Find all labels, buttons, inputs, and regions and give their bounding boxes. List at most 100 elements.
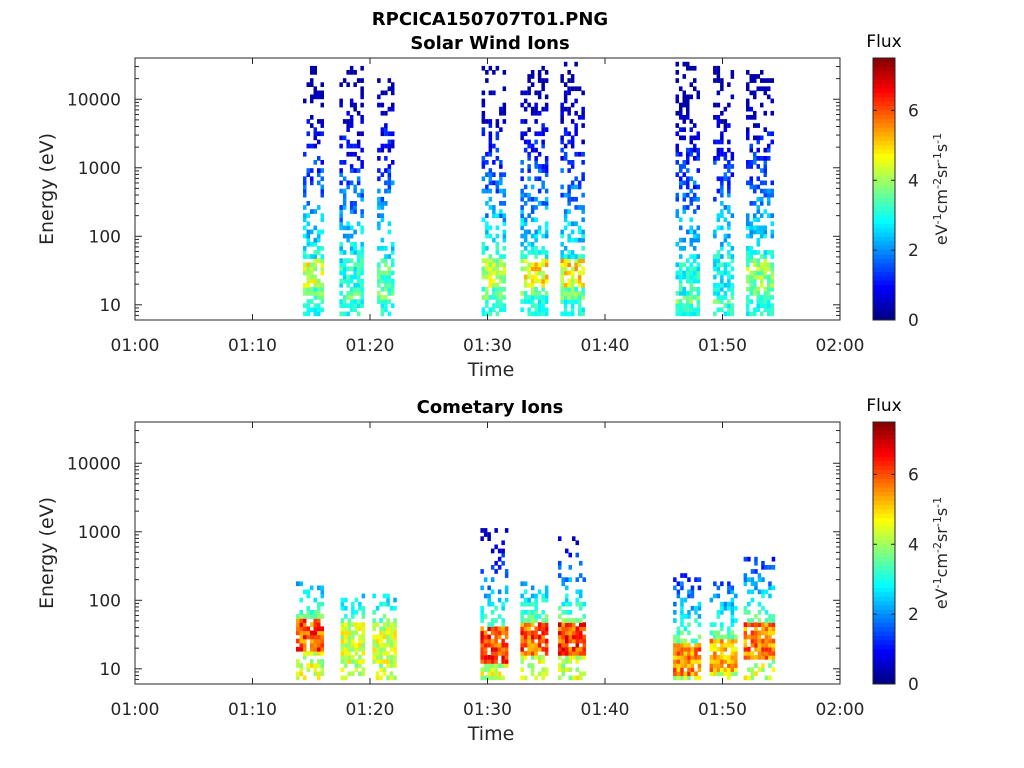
heatmap-cell [690,646,695,652]
heatmap-cell [753,278,757,284]
heatmap-cell [342,135,347,141]
heatmap-cell [697,577,702,582]
heatmap-cell [481,246,486,251]
heatmap-cell [746,299,750,304]
heatmap-cell [581,229,585,235]
colorbar-segment [873,258,895,264]
heatmap-cell [757,642,762,648]
heatmap-cell [749,176,753,182]
heatmap-cell [675,299,679,304]
heatmap-cell [686,274,690,280]
heatmap-cell [693,295,697,300]
heatmap-cell [520,675,524,681]
heatmap-cell [683,646,688,652]
heatmap-cell [565,577,569,582]
heatmap-cell [356,254,361,259]
heatmap-cell [567,254,571,259]
heatmap-cell [544,233,549,239]
heatmap-cell [760,303,764,308]
heatmap-cell [716,115,721,120]
heatmap-cell [727,671,731,677]
heatmap-cell [771,622,776,627]
heatmap-cell [382,642,387,648]
heatmap-cell [360,250,364,255]
heatmap-cell [384,188,388,194]
heatmap-cell [749,78,753,83]
heatmap-cell [483,646,488,652]
heatmap-cell [504,589,509,595]
heatmap-cell [565,634,569,640]
heatmap-cell [483,659,488,664]
heatmap-cell [579,605,583,611]
heatmap-cell [746,127,750,132]
heatmap-cell [502,246,507,251]
heatmap-cell [380,205,385,210]
heatmap-cell [339,241,343,247]
heatmap-cell [687,667,691,672]
heatmap-cell [541,667,545,672]
heatmap-cell [575,634,579,640]
heatmap-cell [689,139,693,145]
heatmap-cell [689,229,693,235]
heatmap-cell [690,655,695,660]
x-tick-label: 02:00 [816,700,865,720]
heatmap-cell [537,225,542,231]
x-tick-label: 01:20 [346,700,395,720]
heatmap-cell [523,655,528,660]
heatmap-cell [687,622,691,627]
heatmap-cell [756,250,760,255]
heatmap-cell [696,270,700,276]
heatmap-cell [682,286,686,292]
colorbar-segment [873,250,895,255]
heatmap-cell [523,229,528,235]
heatmap-cell [310,663,314,668]
heatmap-cell [764,642,769,648]
heatmap-cell [746,225,750,231]
heatmap-cell [696,274,700,280]
colorbar-segment [873,622,895,628]
heatmap-cell [541,106,545,112]
colorbar-segment [873,662,895,668]
heatmap-cell [534,601,538,607]
heatmap-cell [303,638,307,644]
heatmap-cell [382,651,387,656]
colorbar-segment [873,670,895,676]
heatmap-cell [340,634,345,640]
heatmap-cell [537,655,542,660]
heatmap-cell [523,597,528,603]
heatmap-cell [544,618,549,623]
heatmap-cell [391,282,395,288]
heatmap-cell [756,164,760,169]
heatmap-cell [754,630,758,636]
heatmap-cell [523,139,528,145]
heatmap-cell [544,295,549,300]
heatmap-cell [693,274,697,280]
heatmap-cell [544,626,549,632]
heatmap-cell [570,291,575,296]
heatmap-cell [575,618,579,623]
heatmap-cell [746,246,750,251]
heatmap-cell [753,270,757,276]
heatmap-cell [303,151,307,157]
heatmap-cell [753,229,757,235]
heatmap-cell [310,168,314,173]
heatmap-cell [317,282,321,288]
heatmap-cell [387,282,392,288]
heatmap-cell [727,274,731,280]
heatmap-cell [344,646,348,652]
heatmap-cell [387,188,392,194]
heatmap-cell [760,156,764,161]
heatmap-cell [495,123,500,128]
heatmap-cell [679,164,683,169]
heatmap-cell [523,90,528,96]
heatmap-cell [572,622,576,627]
heatmap-cell [483,642,488,648]
colorbar-segment [873,443,895,449]
heatmap-cell [767,295,771,300]
heatmap-cell [480,585,484,591]
heatmap-cell [523,282,528,288]
heatmap-cell [527,151,531,157]
heatmap-cell [750,651,755,656]
heatmap-cell [767,299,771,304]
